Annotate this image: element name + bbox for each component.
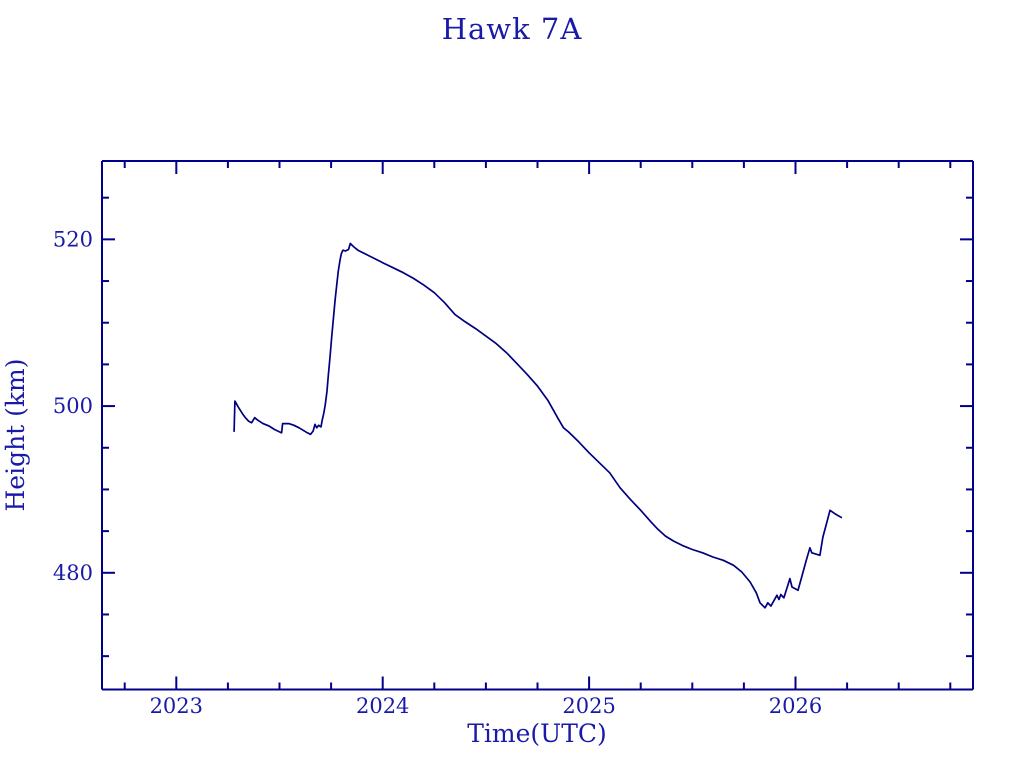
y-axis-label: Height (km) <box>1 358 30 511</box>
height-series-line <box>233 242 843 609</box>
plot-frame <box>101 160 974 691</box>
chart-title: Hawk 7A <box>442 12 583 46</box>
axis-ticks <box>102 161 973 690</box>
x-tick-label: 2026 <box>769 694 822 718</box>
x-tick-label: 2023 <box>150 694 203 718</box>
y-tick-label: 520 <box>53 227 93 251</box>
y-tick-label: 480 <box>53 561 93 585</box>
x-tick-label: 2024 <box>356 694 409 718</box>
x-axis-label: Time(UTC) <box>467 719 607 748</box>
axis-tick-labels: 2023 2024 2025 2026 480 500 520 <box>53 227 822 718</box>
x-tick-label: 2025 <box>562 694 615 718</box>
y-tick-label: 500 <box>53 394 93 418</box>
